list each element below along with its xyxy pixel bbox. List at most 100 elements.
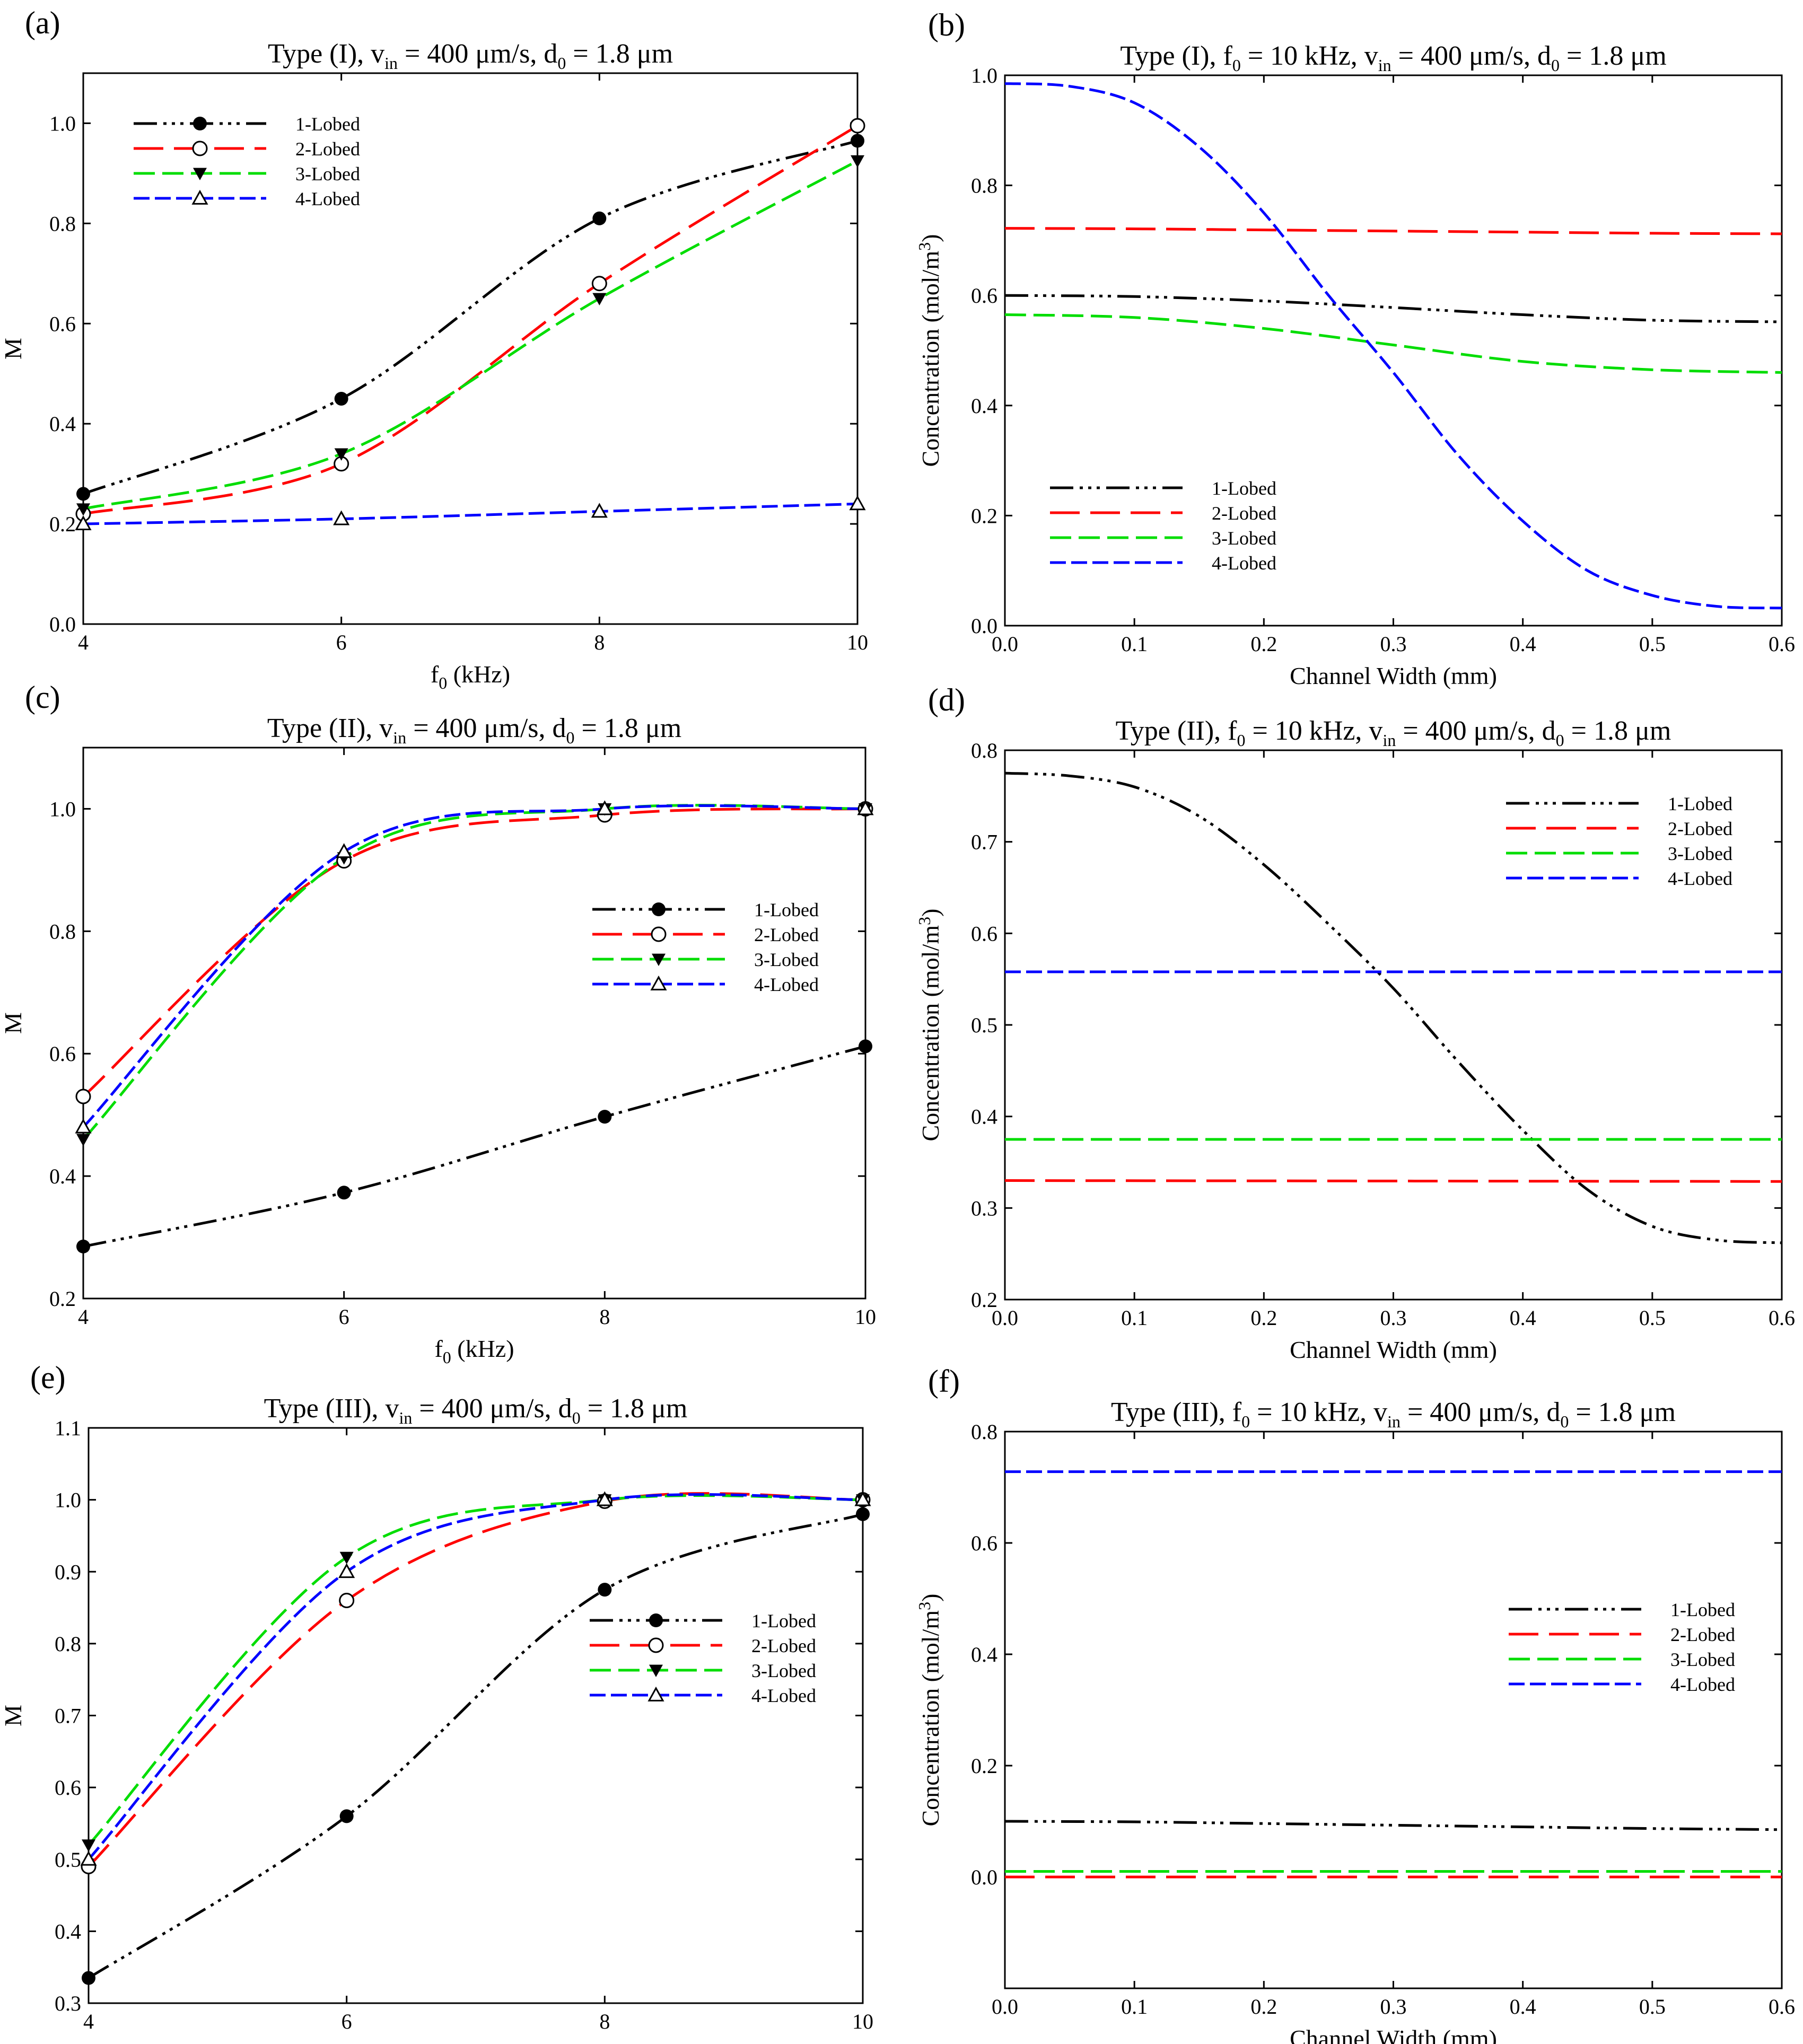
legend-label: 4-Lobed (1212, 552, 1276, 574)
x-tick-label: 8 (594, 630, 605, 654)
series-line-3-lobed (1005, 313, 1782, 374)
series-line-2-lobed (83, 807, 865, 1098)
y-tick-label: 0.8 (971, 174, 997, 198)
legend-label: 2-Lobed (295, 138, 360, 160)
data-point-3-lobed (851, 155, 864, 168)
chart-panel-d: (d) Type (II), f0 = 10 kHz, vin = 400 μm/… (915, 682, 1795, 1363)
legend-label: 1-Lobed (751, 1610, 816, 1631)
y-tick-label: 0.4 (49, 1164, 76, 1188)
series-line-2-lobed (1005, 227, 1782, 235)
y-axis-label: Concentration (mol/m3) (915, 909, 944, 1142)
data-point-3-lobed (82, 1839, 95, 1852)
x-tick-label: 0.3 (1380, 1995, 1407, 2019)
x-tick-label: 0.6 (1769, 1306, 1795, 1330)
chart-title: Type (III), f0 = 10 kHz, vin = 400 μm/s,… (1111, 1397, 1676, 1431)
legend-label: 3-Lobed (751, 1660, 816, 1681)
y-tick-label: 1.0 (49, 797, 76, 821)
data-point-2-lobed (339, 1593, 355, 1608)
y-tick-label: 0.4 (971, 1643, 997, 1666)
legend-label: 4-Lobed (1668, 868, 1732, 889)
chart-title: Type (I), f0 = 10 kHz, vin = 400 μm/s, d… (1120, 41, 1666, 75)
panel-label: (f) (928, 1364, 960, 1399)
legend-marker (649, 1664, 663, 1677)
plot-frame (1004, 749, 1783, 1301)
legend-marker (652, 902, 666, 916)
series-group (1005, 1470, 1782, 1879)
data-point-1-lobed (337, 1186, 351, 1200)
legend-label: 3-Lobed (295, 163, 360, 185)
x-tick-label: 10 (855, 1305, 876, 1329)
data-point-4-lobed (596, 1491, 613, 1506)
series-line-2-lobed (1005, 1179, 1782, 1183)
legend-label: 3-Lobed (1212, 528, 1276, 549)
data-point-1-lobed (598, 1110, 612, 1124)
x-axis-label: Channel Width (mm) (1290, 662, 1497, 689)
data-point-1-lobed (334, 391, 348, 406)
series-line-1-lobed (1005, 771, 1782, 1244)
y-tick-label: 0.6 (971, 922, 997, 945)
series-line-4-lobed (1005, 82, 1782, 610)
legend-marker (650, 975, 667, 990)
y-tick-label: 1.0 (49, 111, 76, 135)
legend-label: 1-Lobed (1668, 793, 1732, 814)
legend-marker (193, 168, 207, 180)
x-tick-label: 0.4 (1510, 1995, 1536, 2019)
legend-label: 4-Lobed (751, 1685, 816, 1706)
data-point-4-lobed (854, 1491, 871, 1506)
data-point-4-lobed (336, 843, 353, 858)
legend-label: 4-Lobed (754, 974, 819, 995)
legend-label: 2-Lobed (751, 1635, 816, 1656)
y-tick-label: 0.7 (55, 1704, 81, 1728)
data-point-3-lobed (592, 293, 607, 306)
series-line-3-lobed (83, 160, 857, 511)
data-point-4-lobed (338, 1563, 355, 1578)
y-tick-label: 0.2 (971, 504, 997, 528)
plot-frame (82, 72, 859, 625)
legend-label: 2-Lobed (1212, 503, 1276, 524)
series-line-4-lobed (89, 1493, 863, 1861)
legend-label: 4-Lobed (295, 188, 360, 209)
x-tick-label: 8 (599, 1305, 610, 1329)
series-line-1-lobed (1005, 1820, 1782, 1831)
y-tick-label: 0.2 (971, 1754, 997, 1778)
chart-panel-f: (f) Type (III), f0 = 10 kHz, vin = 400 μm… (915, 1364, 1795, 2044)
y-tick-label: 0.6 (49, 312, 76, 336)
data-point-3-lobed (76, 503, 90, 516)
x-axis-label: f0 (kHz) (434, 1335, 514, 1367)
series-group (1005, 771, 1782, 1244)
legend: 1-Lobed 2-Lobed 3-Lobed 4-Lobed (1050, 478, 1276, 574)
y-axis-label: M (0, 1012, 27, 1034)
x-tick-label: 0.4 (1510, 1306, 1536, 1330)
x-axis-label: Channel Width (mm) (1290, 2025, 1497, 2044)
legend-label: 3-Lobed (1670, 1649, 1735, 1670)
legend-label: 2-Lobed (754, 924, 819, 945)
y-axis-label: M (0, 1705, 27, 1726)
y-tick-label: 1.0 (971, 64, 997, 87)
x-tick-label: 0.1 (1121, 632, 1148, 656)
legend: 1-Lobed 2-Lobed 3-Lobed 4-Lobed (1509, 1599, 1735, 1695)
series-group (83, 125, 857, 525)
x-tick-label: 0.4 (1510, 632, 1536, 656)
y-tick-label: 0.8 (971, 739, 997, 762)
series-group (89, 1492, 863, 1979)
panel-label: (e) (30, 1360, 66, 1395)
legend-marker (193, 117, 207, 130)
x-tick-label: 0.1 (1121, 1306, 1148, 1330)
data-point-1-lobed (859, 1039, 872, 1054)
legend-label: 1-Lobed (754, 899, 819, 920)
y-tick-label: 0.4 (971, 1105, 997, 1129)
chart-panel-c: (c) Type (II), vin = 400 μm/s, d0 = 1.8 μ… (0, 680, 876, 1367)
legend-marker (649, 1613, 663, 1627)
legend-label: 1-Lobed (1670, 1599, 1735, 1620)
y-tick-label: 0.0 (971, 1865, 997, 1889)
y-tick-label: 0.6 (971, 1531, 997, 1555)
y-axis-label: M (0, 338, 27, 359)
y-axis-label: Concentration (mol/m3) (915, 1594, 944, 1827)
data-point-4-lobed (857, 800, 874, 815)
y-tick-label: 0.8 (971, 1420, 997, 1444)
legend-marker (648, 1637, 664, 1653)
legend-marker (191, 189, 208, 205)
data-point-1-lobed (82, 1971, 95, 1985)
chart-title: Type (II), vin = 400 μm/s, d0 = 1.8 μm (267, 713, 681, 747)
